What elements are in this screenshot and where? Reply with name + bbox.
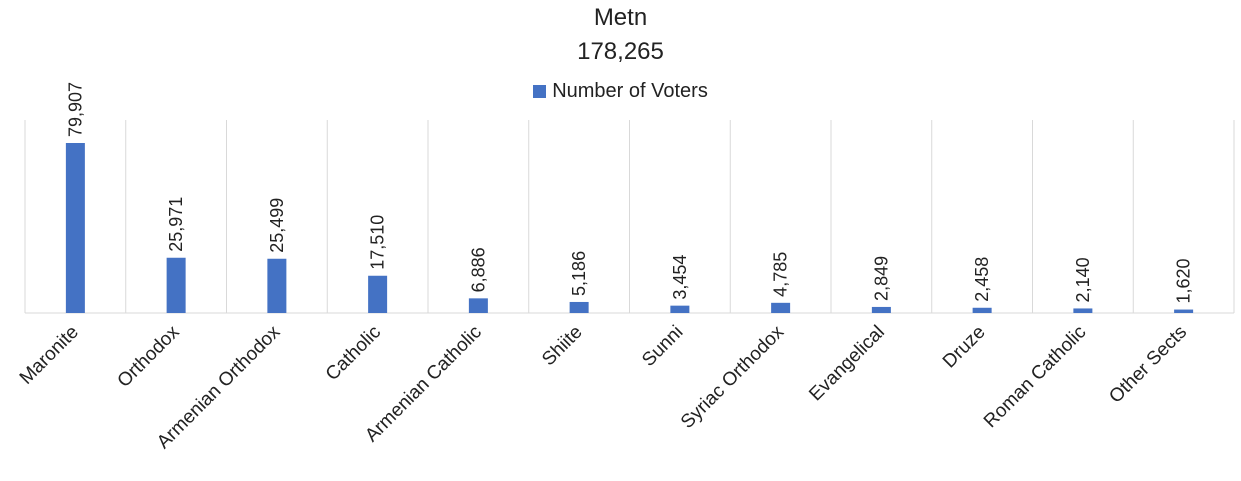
x-tick-label: Orthodox	[114, 321, 184, 391]
x-tick-label: Maronite	[16, 322, 83, 389]
legend-swatch	[533, 85, 547, 98]
data-label: 2,140	[1073, 257, 1093, 302]
bar	[468, 298, 488, 313]
chart-title: Metn	[593, 4, 648, 31]
legend-label: Number of Voters	[552, 80, 708, 102]
bar	[267, 258, 287, 313]
x-tick-label: Evangelical	[805, 322, 889, 406]
data-label: 79,907	[65, 82, 85, 137]
x-tick-label: Roman Catholic	[980, 322, 1090, 432]
data-label: 25,499	[267, 198, 287, 253]
legend: Number of Voters	[0, 80, 1241, 103]
bar	[1174, 309, 1194, 313]
data-label: 6,886	[468, 247, 488, 292]
x-tick-label: Catholic	[322, 322, 385, 385]
bar	[670, 305, 690, 313]
data-label: 5,186	[569, 251, 589, 296]
data-label: 3,454	[670, 255, 690, 300]
x-tick-label: Shiite	[538, 322, 586, 370]
bar	[569, 301, 589, 313]
bar	[65, 143, 85, 313]
x-tick-label: Druze	[939, 322, 990, 373]
x-tick-label: Other Sects	[1105, 322, 1191, 408]
bar	[972, 307, 992, 313]
data-label: 4,785	[771, 252, 791, 297]
data-label: 1,620	[1174, 259, 1194, 304]
data-label: 2,458	[972, 257, 992, 302]
bar	[771, 302, 791, 313]
x-tick-label: Sunni	[638, 322, 687, 371]
bar	[871, 306, 891, 313]
x-tick-label: Syriac Orthodox	[677, 321, 789, 433]
data-label: 2,849	[871, 256, 891, 301]
bar	[368, 275, 388, 313]
data-label: 25,971	[166, 197, 186, 252]
data-label: 17,510	[368, 215, 388, 270]
chart-subtitle: 178,265	[577, 38, 664, 65]
bar	[1073, 308, 1093, 313]
bar	[166, 257, 186, 313]
